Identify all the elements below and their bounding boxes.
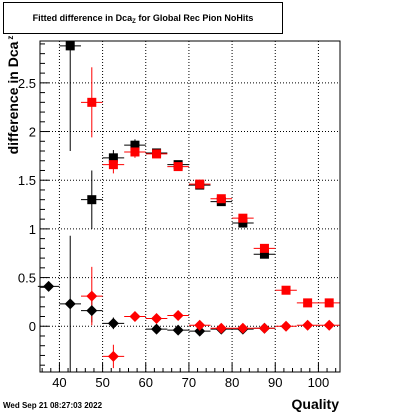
x-tick-label: 70 bbox=[182, 375, 196, 390]
y-axis-label: difference in Dcaz bbox=[5, 36, 21, 155]
red-diamond-point-marker bbox=[280, 320, 292, 332]
x-tick-label: 50 bbox=[95, 375, 109, 390]
axis-ticks: 40 50 60 70 80 90 100 0 0.5 1 1.5 2 2.5 bbox=[18, 43, 337, 390]
y-axis-label-main: difference in Dca bbox=[5, 41, 21, 155]
black-square-point-marker bbox=[87, 195, 97, 205]
chart-title: Fitted difference in DcaZ for Global Rec… bbox=[4, 13, 282, 25]
x-axis-label: Quality bbox=[291, 396, 339, 412]
chart-title-subscript: Z bbox=[132, 19, 136, 25]
black-square-point-marker bbox=[108, 153, 118, 163]
chart-title-rest: for Global Rec Pion NoHits bbox=[138, 13, 254, 23]
black-square-point-marker bbox=[65, 41, 75, 51]
x-tick-label: 90 bbox=[268, 375, 282, 390]
red-square-point-marker bbox=[303, 298, 313, 308]
red-diamond-point-marker bbox=[172, 310, 184, 322]
chart-title-main: Fitted difference in Dca bbox=[32, 13, 133, 23]
red-diamond-point-marker bbox=[86, 290, 98, 302]
chart-title-box: Fitted difference in DcaZ for Global Rec… bbox=[3, 2, 283, 34]
red-diamond-point-marker bbox=[302, 319, 314, 331]
y-tick-label: 0 bbox=[29, 319, 36, 334]
red-diamond-point-marker bbox=[151, 312, 163, 324]
black-diamond-point-marker bbox=[43, 280, 55, 292]
grid-lines bbox=[40, 41, 340, 372]
red-square-point-marker bbox=[324, 298, 334, 308]
black-diamond-point-marker bbox=[172, 324, 184, 336]
red-square-point-marker bbox=[152, 149, 162, 159]
black-diamond-point-marker bbox=[107, 317, 119, 329]
data-markers bbox=[43, 41, 335, 362]
red-square-point-marker bbox=[173, 162, 183, 172]
x-tick-label: 40 bbox=[52, 375, 66, 390]
y-tick-label: 1 bbox=[29, 222, 36, 237]
red-diamond-point-marker bbox=[194, 319, 206, 331]
black-diamond-point-marker bbox=[194, 325, 206, 337]
red-square-point-marker bbox=[281, 285, 291, 295]
red-square-point-marker bbox=[130, 147, 140, 157]
red-diamond-point-marker bbox=[215, 322, 227, 334]
red-square-point-marker bbox=[216, 194, 226, 204]
black-square-point-marker bbox=[259, 249, 269, 259]
y-tick-label: 1.5 bbox=[18, 173, 36, 188]
black-diamond-point-marker bbox=[64, 298, 76, 310]
red-square-point-marker bbox=[259, 243, 269, 253]
red-square-point-marker bbox=[238, 213, 248, 223]
y-tick-label: 2 bbox=[29, 125, 36, 140]
red-diamond-point-marker bbox=[107, 350, 119, 362]
black-square-point-marker bbox=[238, 218, 248, 228]
black-square-point-marker bbox=[130, 140, 140, 150]
red-square-point-marker bbox=[108, 160, 118, 170]
y-tick-label: 2.5 bbox=[18, 76, 36, 91]
red-diamond-point-marker bbox=[258, 322, 270, 334]
x-tick-label: 60 bbox=[139, 375, 153, 390]
red-square-point-marker bbox=[87, 97, 97, 107]
plot-frame bbox=[39, 40, 341, 373]
timestamp: Wed Sep 21 08:27:03 2022 bbox=[3, 401, 103, 410]
red-diamond-point-marker bbox=[129, 311, 141, 323]
y-axis-label-subscript: z bbox=[6, 35, 15, 40]
red-square-point-marker bbox=[195, 179, 205, 189]
x-tick-label: 80 bbox=[225, 375, 239, 390]
red-diamond-point-marker bbox=[237, 322, 249, 334]
y-tick-label: 0.5 bbox=[18, 271, 36, 286]
red-diamond-point-marker bbox=[323, 319, 335, 331]
black-diamond-point-marker bbox=[86, 305, 98, 317]
x-tick-label: 100 bbox=[308, 375, 330, 390]
black-diamond-point-marker bbox=[151, 323, 163, 335]
